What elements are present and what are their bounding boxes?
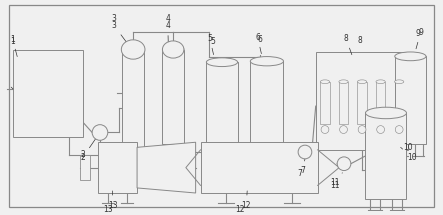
Ellipse shape [320,80,330,84]
Text: 10: 10 [400,147,417,162]
Text: 10: 10 [404,143,413,152]
Bar [163,49,184,144]
Ellipse shape [206,58,237,67]
Text: 13: 13 [103,205,113,214]
Text: 5: 5 [210,37,215,46]
Ellipse shape [250,57,284,66]
Text: 7: 7 [300,159,305,175]
Text: 12: 12 [241,191,251,210]
Bar [376,82,385,124]
Circle shape [377,126,385,134]
Text: 2: 2 [81,150,85,160]
Text: 9: 9 [415,29,420,38]
Text: 1: 1 [10,35,17,57]
Circle shape [321,126,329,134]
Circle shape [358,126,366,134]
Ellipse shape [163,41,184,58]
Circle shape [337,157,351,170]
Ellipse shape [365,107,407,119]
Bar [316,52,408,150]
Bar [122,49,144,147]
Ellipse shape [163,46,184,53]
Ellipse shape [395,52,426,61]
Bar [365,113,407,199]
Text: 3: 3 [112,21,127,42]
Ellipse shape [122,46,144,53]
Circle shape [298,145,312,159]
Bar [13,49,83,137]
Polygon shape [137,142,196,193]
Bar [395,56,426,144]
Text: 8: 8 [343,34,352,55]
Text: 6: 6 [255,33,261,54]
Bar [320,82,330,124]
Bar [250,61,284,154]
Text: 4: 4 [165,14,170,23]
Bar [339,82,348,124]
Text: 11: 11 [330,173,342,187]
Ellipse shape [395,80,404,84]
Bar [201,142,318,193]
Text: 6: 6 [257,35,262,44]
Ellipse shape [358,80,367,84]
Bar [206,62,237,150]
Text: 4: 4 [165,21,170,42]
Text: 3: 3 [112,14,117,23]
Bar [98,142,137,193]
Text: 8: 8 [357,36,362,45]
Text: 2: 2 [81,135,98,162]
Circle shape [395,126,403,134]
Ellipse shape [121,40,145,59]
Circle shape [92,125,108,140]
Text: 7: 7 [297,169,302,178]
Bar [81,155,90,180]
Circle shape [340,126,347,134]
Text: 1: 1 [10,37,15,46]
Text: 13: 13 [108,191,117,210]
Bar [395,82,404,124]
Bar [358,82,367,124]
Text: 12: 12 [236,205,245,214]
Ellipse shape [339,80,348,84]
Text: 5: 5 [207,34,214,55]
Text: 11: 11 [330,181,340,190]
Text: 9: 9 [416,28,423,49]
Ellipse shape [376,80,385,84]
